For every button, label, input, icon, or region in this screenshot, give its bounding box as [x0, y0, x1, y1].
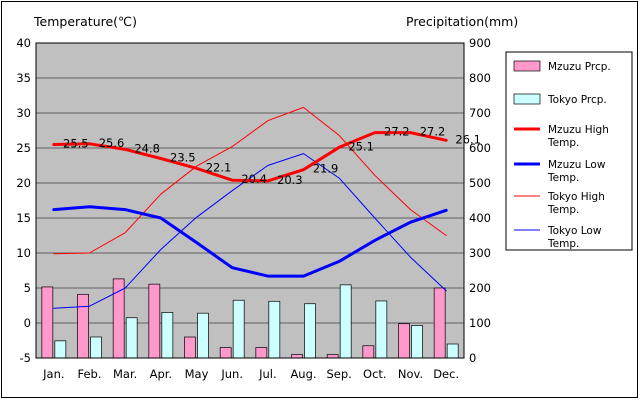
y-left-tick-label: 0: [24, 316, 31, 330]
mzuzu-prcp-bar: [326, 354, 339, 359]
x-tick-label: Dec.: [433, 367, 459, 381]
mzuzu-high-data-label: 25.6: [99, 136, 125, 150]
legend-label: Tokyo Prcp.: [547, 94, 607, 106]
x-tick-label: Apr.: [150, 367, 173, 381]
legend-label: Mzuzu Low Temp.: [547, 159, 606, 184]
mzuzu-high-data-label: 25.5: [63, 137, 89, 151]
mzuzu-prcp-bar: [362, 345, 375, 359]
x-tick-label: Jul.: [258, 367, 277, 381]
y-left-axis-label: Temperature(℃): [33, 14, 137, 29]
mzuzu-high-data-label: 27.2: [420, 125, 446, 139]
x-tick-label: Nov.: [398, 367, 423, 381]
mzuzu-high-data-label: 26.1: [455, 132, 481, 146]
y-left-tick-label: 35: [16, 71, 31, 85]
mzuzu-prcp-bar: [398, 323, 410, 359]
legend-label: Tokyo High Temp.: [547, 191, 605, 216]
plot-border: [35, 42, 465, 359]
x-tick-label: Aug.: [290, 367, 316, 381]
legend-label: Tokyo Low Temp.: [547, 225, 602, 250]
y-right-tick-label: 300: [469, 246, 491, 260]
y-left-tick-label: 20: [16, 176, 31, 190]
plot-area: 40 35 30 25 20 15 10 5 0 -5 900 800 700 600 500 400 300 2…: [16, 36, 491, 381]
mzuzu-prcp-bar: [148, 283, 161, 359]
y-right-tick-label: 100: [469, 316, 491, 330]
y-left-tick-label: 30: [16, 106, 31, 120]
y-left-tick-label: 25: [16, 141, 31, 155]
legend: Mzuzu Prcp. Tokyo Prcp. Mzuzu High Temp. Mzu…: [505, 51, 633, 251]
tokyo-high-line: [53, 106, 447, 255]
y-right-axis-label: Precipitation(mm): [406, 14, 518, 29]
legend-swatch: [513, 93, 541, 105]
x-tick-label: Feb.: [77, 367, 101, 381]
tokyo-prcp-bar: [54, 340, 67, 359]
mzuzu-prcp-bar: [219, 347, 232, 359]
tokyo-prcp-bar: [197, 312, 209, 359]
y-left-tick-label: 5: [24, 281, 31, 295]
mzuzu-prcp-bar: [255, 347, 268, 359]
mzuzu-prcp-bar: [41, 286, 54, 359]
tokyo-prcp-bar: [125, 317, 138, 359]
tokyo-prcp-bar: [446, 343, 459, 359]
legend-box: [505, 51, 633, 251]
y-right-tick-label: 600: [469, 141, 491, 155]
mzuzu-low-line: [52, 205, 448, 278]
y-left-tick-label: -5: [20, 351, 31, 365]
mzuzu-prcp-bar: [112, 278, 125, 359]
tokyo-prcp-bar: [339, 284, 352, 359]
tokyo-prcp-bar: [304, 303, 316, 359]
y-right-tick-label: 900: [469, 36, 491, 50]
y-right-tick-label: 800: [469, 71, 491, 85]
tokyo-low-line: [53, 153, 447, 309]
plot-background: [36, 43, 464, 358]
x-tick-label: Oct.: [363, 367, 387, 381]
y-right-tick-label: 0: [469, 351, 476, 365]
mzuzu-high-data-label: 23.5: [170, 151, 196, 165]
legend-label: Mzuzu High Temp.: [547, 124, 609, 149]
mzuzu-prcp-bar: [77, 293, 89, 359]
mzuzu-high-line: [52, 131, 448, 183]
mzuzu-high-data-label: 21.9: [313, 162, 339, 176]
y-left-tick-label: 15: [16, 211, 31, 225]
mzuzu-high-data-label: 27.2: [384, 125, 410, 139]
x-tick-label: Sep.: [326, 367, 351, 381]
mzuzu-prcp-bar: [433, 287, 446, 359]
x-tick-label: Jun.: [220, 367, 243, 381]
mzuzu-high-data-label: 22.1: [206, 160, 232, 174]
y-left-tick-label: 10: [16, 246, 31, 260]
y-right-tick-label: 400: [469, 211, 491, 225]
mzuzu-high-data-label: 25.1: [348, 139, 374, 153]
y-right-tick-label: 200: [469, 281, 491, 295]
legend-swatch: [513, 60, 541, 72]
x-tick-label: Mar.: [113, 367, 137, 381]
tokyo-prcp-bar: [375, 300, 388, 359]
y-right-tick-label: 700: [469, 106, 491, 120]
tokyo-prcp-bar: [90, 336, 102, 359]
mzuzu-prcp-bar: [184, 336, 196, 359]
legend-label: Mzuzu Prcp.: [548, 61, 611, 73]
mzuzu-high-data-label: 20.4: [241, 172, 267, 186]
x-tick-label: May: [185, 367, 209, 381]
mzuzu-prcp-bar: [291, 354, 303, 359]
mzuzu-high-data-label: 24.8: [134, 141, 160, 155]
tokyo-prcp-bar: [232, 299, 245, 359]
tokyo-prcp-bar: [268, 300, 281, 359]
y-left-tick-label: 40: [16, 36, 31, 50]
tokyo-prcp-bar: [411, 325, 423, 359]
mzuzu-high-data-label: 20.3: [277, 173, 303, 187]
tokyo-prcp-bar: [161, 312, 174, 359]
y-right-tick-label: 500: [469, 176, 491, 190]
x-tick-label: Jan.: [42, 367, 64, 381]
